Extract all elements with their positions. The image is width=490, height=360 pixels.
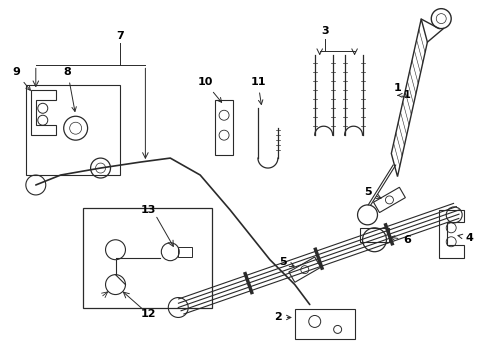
Text: 7: 7 bbox=[117, 31, 124, 41]
Text: 3: 3 bbox=[321, 26, 328, 36]
Bar bbox=[295, 310, 355, 339]
Text: 10: 10 bbox=[197, 77, 221, 102]
Text: 5: 5 bbox=[279, 257, 294, 267]
Text: 8: 8 bbox=[64, 67, 76, 112]
Text: 4: 4 bbox=[458, 233, 473, 243]
Text: 11: 11 bbox=[250, 77, 266, 104]
Bar bbox=[360, 228, 390, 242]
Text: 1: 1 bbox=[398, 90, 411, 100]
Text: 6: 6 bbox=[390, 235, 411, 245]
Bar bbox=[83, 208, 212, 307]
Text: 2: 2 bbox=[274, 312, 291, 323]
Bar bbox=[26, 85, 121, 175]
Bar bbox=[178, 247, 192, 257]
Text: 5: 5 bbox=[364, 187, 381, 198]
Text: 13: 13 bbox=[141, 205, 156, 215]
Text: 9: 9 bbox=[12, 67, 30, 90]
Text: 1: 1 bbox=[393, 84, 407, 98]
Text: 12: 12 bbox=[141, 310, 156, 319]
